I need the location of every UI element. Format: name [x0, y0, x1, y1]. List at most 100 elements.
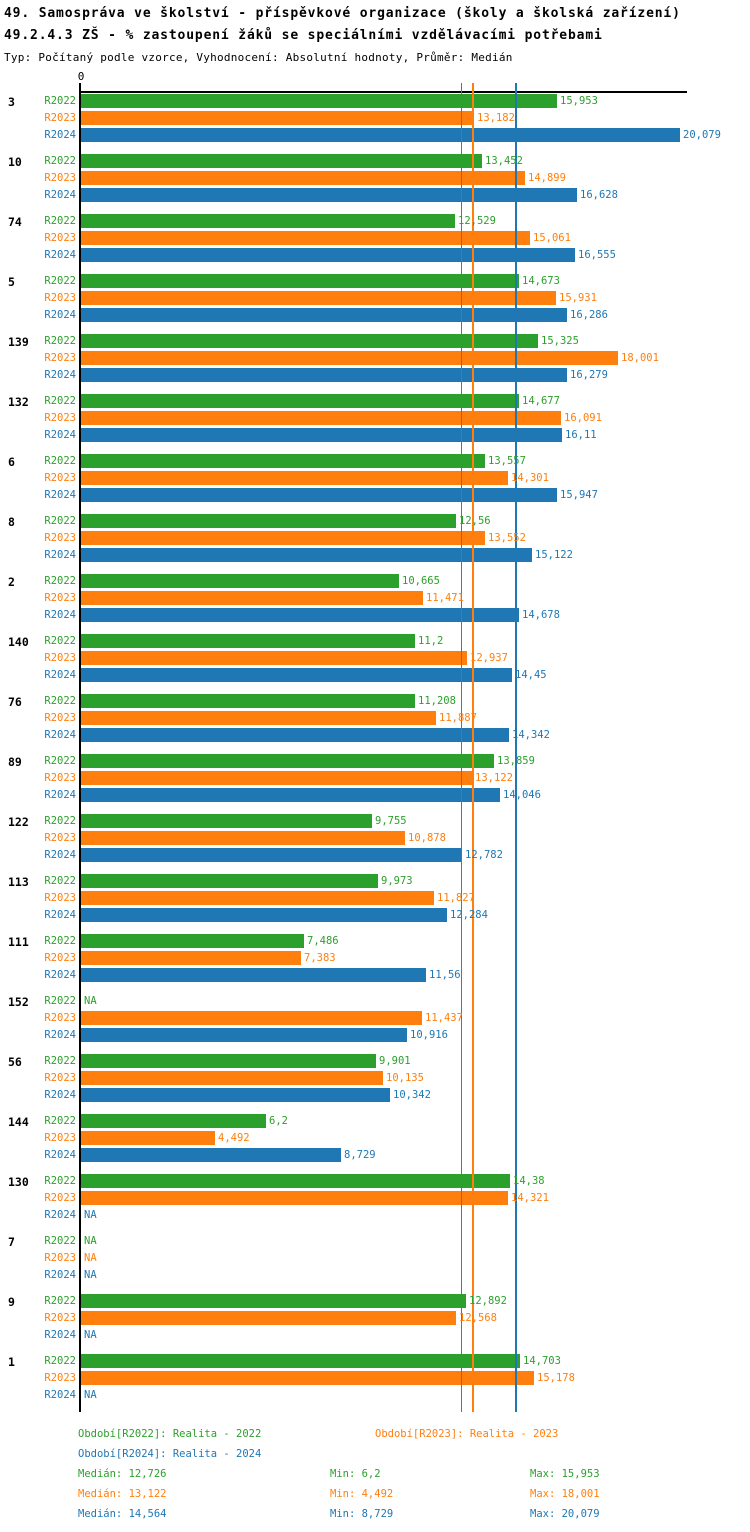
bar-r2022-group-89 — [81, 754, 494, 768]
bar-r2022-group-76 — [81, 694, 415, 708]
bar-r2024-group-6 — [81, 488, 557, 502]
bar-value-label: 9,755 — [375, 815, 407, 827]
series-label-r2024: R2024 — [44, 1209, 76, 1221]
bar-r2023-group-56 — [81, 1071, 383, 1085]
bar-r2023-group-152 — [81, 1011, 422, 1025]
series-label-r2024: R2024 — [44, 609, 76, 621]
bar-value-label: 11,208 — [418, 695, 456, 707]
series-label-r2022: R2022 — [44, 515, 76, 527]
series-label-r2023: R2023 — [44, 412, 76, 424]
group-label: 3 — [8, 95, 15, 109]
median-line-r2022 — [460, 83, 463, 1412]
series-label-r2024: R2024 — [44, 1389, 76, 1401]
bar-value-label: 12,568 — [459, 1312, 497, 1324]
bar-r2023-group-122 — [81, 831, 405, 845]
group-label: 1 — [8, 1355, 15, 1369]
y-axis-line — [79, 91, 81, 1412]
bar-r2023-group-74 — [81, 231, 530, 245]
bar-r2022-group-130 — [81, 1174, 510, 1188]
series-label-r2024: R2024 — [44, 129, 76, 141]
series-label-r2024: R2024 — [44, 549, 76, 561]
series-label-r2023: R2023 — [44, 1072, 76, 1084]
bar-value-label: 14,342 — [512, 729, 550, 741]
series-label-r2023: R2023 — [44, 352, 76, 364]
series-label-r2024: R2024 — [44, 369, 76, 381]
bar-r2024-group-132 — [81, 428, 562, 442]
series-label-r2023: R2023 — [44, 952, 76, 964]
bar-value-label: 15,178 — [537, 1372, 575, 1384]
bar-r2022-group-132 — [81, 394, 519, 408]
bar-r2024-group-10 — [81, 188, 577, 202]
bar-r2024-group-140 — [81, 668, 512, 682]
bar-value-label: 14,38 — [513, 1175, 545, 1187]
series-label-r2024: R2024 — [44, 1089, 76, 1101]
group-label: 89 — [8, 755, 22, 769]
bar-value-label: 15,122 — [535, 549, 573, 561]
series-label-r2022: R2022 — [44, 815, 76, 827]
bar-value-label: 7,383 — [304, 952, 336, 964]
series-label-r2023: R2023 — [44, 1252, 76, 1264]
bar-r2022-group-111 — [81, 934, 304, 948]
bar-r2023-group-1 — [81, 1371, 534, 1385]
bar-r2022-group-56 — [81, 1054, 376, 1068]
bar-value-label: 14,673 — [522, 275, 560, 287]
bar-value-label: 13,122 — [475, 772, 513, 784]
series-label-r2022: R2022 — [44, 95, 76, 107]
bar-value-label: 12,937 — [470, 652, 508, 664]
na-label: NA — [84, 1235, 97, 1247]
group-label: 140 — [8, 635, 29, 649]
bar-r2023-group-139 — [81, 351, 618, 365]
series-label-r2024: R2024 — [44, 729, 76, 741]
series-label-r2023: R2023 — [44, 592, 76, 604]
bar-r2022-group-6 — [81, 454, 485, 468]
series-label-r2024: R2024 — [44, 429, 76, 441]
group-label: 8 — [8, 515, 15, 529]
x-axis-zero-label: 0 — [77, 70, 85, 83]
bar-value-label: 15,325 — [541, 335, 579, 347]
bar-value-label: 14,703 — [523, 1355, 561, 1367]
series-label-r2023: R2023 — [44, 292, 76, 304]
na-label: NA — [84, 1389, 97, 1401]
bar-value-label: 13,552 — [488, 532, 526, 544]
series-label-r2024: R2024 — [44, 309, 76, 321]
bar-value-label: 10,916 — [410, 1029, 448, 1041]
bar-value-label: 11,887 — [439, 712, 477, 724]
bar-value-label: 14,678 — [522, 609, 560, 621]
bar-value-label: 12,782 — [465, 849, 503, 861]
bar-value-label: 15,947 — [560, 489, 598, 501]
bar-value-label: 13,182 — [477, 112, 515, 124]
series-label-r2023: R2023 — [44, 1012, 76, 1024]
bar-value-label: 11,471 — [426, 592, 464, 604]
group-label: 76 — [8, 695, 22, 709]
bar-value-label: 11,56 — [429, 969, 461, 981]
min-stat-r2023: Min: 4,492 — [330, 1488, 394, 1500]
group-label: 10 — [8, 155, 22, 169]
bar-value-label: 14,321 — [511, 1192, 549, 1204]
median-stat-r2023: Medián: 13,122 — [78, 1488, 167, 1500]
bar-value-label: 9,973 — [381, 875, 413, 887]
legend-r2024: Období[R2024]: Realita - 2024 — [78, 1448, 262, 1460]
bar-r2022-group-2 — [81, 574, 399, 588]
bar-r2022-group-9 — [81, 1294, 466, 1308]
bar-value-label: 9,901 — [379, 1055, 411, 1067]
bar-r2022-group-140 — [81, 634, 415, 648]
group-label: 113 — [8, 875, 29, 889]
series-label-r2023: R2023 — [44, 112, 76, 124]
bar-value-label: 16,279 — [570, 369, 608, 381]
bar-value-label: 8,729 — [344, 1149, 376, 1161]
series-label-r2022: R2022 — [44, 1295, 76, 1307]
max-stat-r2023: Max: 18,001 — [530, 1488, 600, 1500]
series-label-r2024: R2024 — [44, 1029, 76, 1041]
bar-r2023-group-130 — [81, 1191, 508, 1205]
bar-r2023-group-2 — [81, 591, 423, 605]
series-label-r2023: R2023 — [44, 652, 76, 664]
series-label-r2022: R2022 — [44, 455, 76, 467]
bar-r2023-group-140 — [81, 651, 467, 665]
series-label-r2023: R2023 — [44, 1372, 76, 1384]
series-label-r2024: R2024 — [44, 249, 76, 261]
group-label: 122 — [8, 815, 29, 829]
series-label-r2023: R2023 — [44, 1132, 76, 1144]
chart-subtitle: 49.2.4.3 ZŠ - % zastoupení žáků se speci… — [4, 28, 603, 43]
bar-r2022-group-122 — [81, 814, 372, 828]
bar-value-label: 13,452 — [485, 155, 523, 167]
